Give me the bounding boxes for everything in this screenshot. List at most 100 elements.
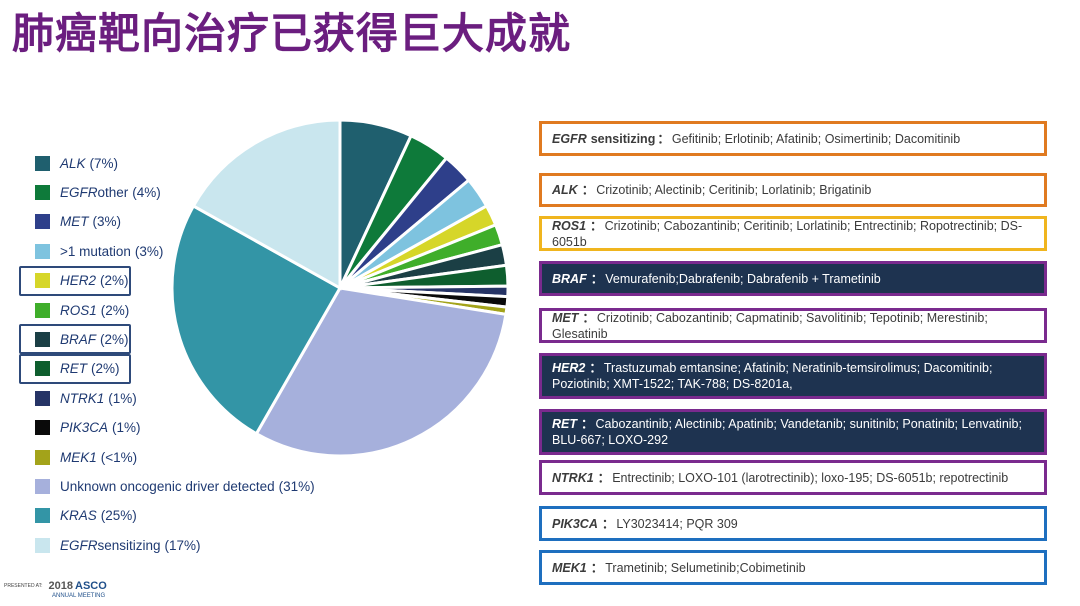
drug-box-drugs: Crizotinib; Alectinib; Ceritinib; Lorlat… xyxy=(596,183,872,197)
drug-box-drugs: Trastuzumab emtansine; Afatinib; Neratin… xyxy=(552,361,993,391)
legend-swatch xyxy=(35,508,50,524)
legend-percent: (<1%) xyxy=(100,449,138,465)
asco-logo: ASCO xyxy=(75,580,107,592)
legend-item: MEK1 (<1%) xyxy=(35,446,137,468)
drug-box-separator: ： xyxy=(601,516,615,531)
drug-box-ntrk1: NTRK1： Entrectinib; LOXO-101 (larotrectin… xyxy=(539,460,1047,495)
legend-label-suffix: other xyxy=(97,184,129,200)
legend-swatch xyxy=(35,420,50,436)
page-title: 肺癌靶向治疗已获得巨大成就 xyxy=(12,9,572,58)
legend-label: MET xyxy=(60,214,89,230)
legend-highlight-her2 xyxy=(19,265,131,296)
legend-item: ALK (7%) xyxy=(35,152,118,174)
legend-label: ALK xyxy=(60,155,86,171)
legend-item: ROS1 (2%) xyxy=(35,299,129,321)
legend-percent: (2%) xyxy=(100,273,129,289)
asco-year: 2018 xyxy=(48,580,74,592)
legend-swatch xyxy=(35,449,50,465)
legend-percent: (3%) xyxy=(134,243,164,259)
legend-percent: (2%) xyxy=(100,331,129,347)
legend-swatch xyxy=(35,390,50,406)
legend-label: EGFR xyxy=(60,537,98,553)
legend-label: PIK3CA xyxy=(60,420,109,436)
legend-label-suffix: sensitizing xyxy=(97,537,161,553)
drug-box-braf: BRAF： Vemurafenib;Dabrafenib; Dabrafenib … xyxy=(539,261,1047,296)
legend-swatch xyxy=(35,184,50,200)
drug-box-drugs: Cabozantinib; Alectinib; Apatinib; Vande… xyxy=(552,417,1022,447)
drug-box-separator: ： xyxy=(589,361,602,375)
legend-percent: (2%) xyxy=(91,361,120,377)
legend-highlight-ret xyxy=(19,353,131,384)
legend-label: ROS1 xyxy=(60,302,97,318)
legend-percent: (31%) xyxy=(278,478,315,494)
drug-box-gene: NTRK1 xyxy=(552,470,594,485)
drug-box-drugs: Entrectinib; LOXO-101 (larotrectinib); l… xyxy=(612,470,1009,485)
pie-slice-unknown-oncogenic-driver-detected xyxy=(254,286,508,458)
legend-percent: (17%) xyxy=(164,537,201,553)
drug-box-drugs: Gefitinib; Erlotinib; Afatinib; Osimerti… xyxy=(671,131,961,146)
legend-label: EGFR xyxy=(60,184,98,200)
pie-slice-kras xyxy=(170,203,343,436)
legend-percent: (1%) xyxy=(108,390,137,406)
legend-label: KRAS xyxy=(60,508,97,524)
drug-box-ros1: ROS1： Crizotinib; Cabozantinib; Ceritinib… xyxy=(539,216,1047,251)
legend-percent: (4%) xyxy=(132,184,161,200)
drug-box-alk: ALK： Crizotinib; Alectinib; Ceritinib; Lo… xyxy=(539,173,1047,207)
legend-item: PIK3CA (1%) xyxy=(35,417,141,439)
drug-box-separator: ： xyxy=(581,417,594,431)
drug-box-separator: ： xyxy=(597,470,611,485)
legend-label: HER2 xyxy=(60,273,97,289)
drug-box-separator: ： xyxy=(590,560,604,575)
legend-item: Unknown oncogenic driver detected (31%) xyxy=(35,475,315,497)
drug-box-gene: MEK1 xyxy=(552,560,587,575)
drug-box-egfr: EGFR sensitizing： Gefitinib; Erlotinib; Af… xyxy=(539,121,1047,156)
drug-box-met: MET： Crizotinib; Cabozantinib; Capmatinib… xyxy=(539,308,1047,343)
legend-label: RET xyxy=(60,361,87,377)
footer-logo: PRESENTED AT: 2018 ASCO ANNUAL MEETING xyxy=(4,580,107,599)
legend-swatch xyxy=(35,302,50,318)
drug-box-drugs: Crizotinib; Cabozantinib; Ceritinib; Lor… xyxy=(552,218,1023,249)
drug-box-gene: BRAF xyxy=(552,271,587,286)
drug-box-gene: ALK xyxy=(552,183,578,197)
legend-label: >1 mutation xyxy=(60,243,131,259)
legend-swatch xyxy=(35,478,50,494)
drug-box-ret: RET ： Cabozantinib; Alectinib; Apatinib; V… xyxy=(539,409,1047,455)
drug-box-gene: MET xyxy=(552,310,579,325)
legend-item: RET (2%) xyxy=(35,358,120,380)
presented-at-label: PRESENTED AT: xyxy=(4,583,43,589)
legend-label: MEK1 xyxy=(60,449,97,465)
drug-box-gene: HER2 xyxy=(552,361,586,375)
legend-item: EGFR sensitizing (17%) xyxy=(35,534,201,556)
legend-item: NTRK1 (1%) xyxy=(35,387,137,409)
drug-box-gene: RET xyxy=(552,417,577,431)
legend-item: MET (3%) xyxy=(35,211,121,233)
legend-label: NTRK1 xyxy=(60,390,105,406)
drug-box-pik3ca: PIK3CA： LY3023414; PQR 309 xyxy=(539,506,1047,541)
legend-label: BRAF xyxy=(60,331,97,347)
drug-box-her2: HER2： Trastuzumab emtansine; Afatinib; Ne… xyxy=(539,353,1047,399)
drug-box-gene-suffix: sensitizing xyxy=(590,131,656,146)
legend-item: BRAF (2%) xyxy=(35,328,129,350)
drug-box-separator: ： xyxy=(657,131,670,146)
legend-percent: (3%) xyxy=(92,214,122,230)
legend-percent: (2%) xyxy=(100,302,130,318)
legend-label: Unknown oncogenic driver detected xyxy=(60,478,275,494)
legend-highlight-braf xyxy=(19,324,131,355)
legend-percent: (7%) xyxy=(89,155,119,171)
pie-chart xyxy=(170,118,510,458)
drug-box-drugs: Crizotinib; Cabozantinib; Capmatinib; Sa… xyxy=(552,310,988,341)
legend-swatch xyxy=(35,273,50,289)
drug-box-drugs: LY3023414; PQR 309 xyxy=(616,516,738,531)
drug-box-mek1: MEK1： Trametinib; Selumetinib;Cobimetinib xyxy=(539,550,1047,585)
legend-swatch xyxy=(35,331,50,347)
drug-box-separator: ： xyxy=(590,271,604,286)
drug-box-gene: ROS1 xyxy=(552,218,587,233)
legend-swatch xyxy=(35,155,50,171)
legend-item: KRAS (25%) xyxy=(35,505,137,527)
asco-meeting: ANNUAL MEETING xyxy=(52,593,106,599)
drug-box-drugs: Vemurafenib;Dabrafenib; Dabrafenib + Tra… xyxy=(605,271,881,286)
drug-box-separator: ： xyxy=(590,218,603,233)
legend-item: EGFR other (4%) xyxy=(35,181,161,203)
legend-percent: (1%) xyxy=(112,420,141,436)
legend-swatch xyxy=(35,243,50,259)
